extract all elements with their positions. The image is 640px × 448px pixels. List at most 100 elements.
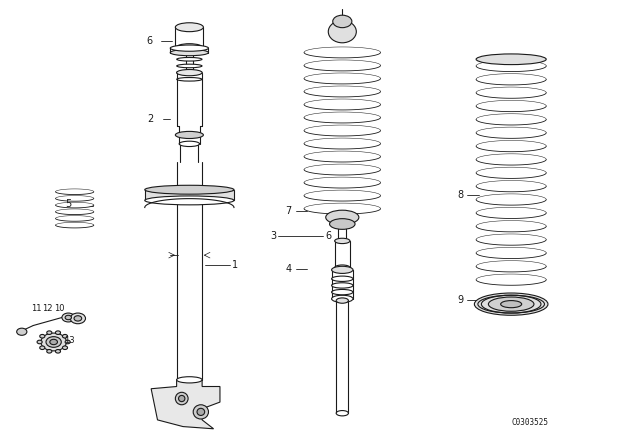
Ellipse shape	[175, 392, 188, 405]
Ellipse shape	[476, 261, 546, 272]
Ellipse shape	[56, 209, 94, 215]
Ellipse shape	[304, 60, 381, 71]
Text: 2: 2	[147, 114, 153, 125]
Ellipse shape	[56, 196, 94, 201]
Ellipse shape	[476, 87, 546, 98]
Ellipse shape	[332, 276, 353, 281]
Ellipse shape	[332, 289, 353, 295]
Text: 1: 1	[232, 260, 238, 270]
Ellipse shape	[476, 167, 546, 178]
Ellipse shape	[177, 51, 202, 54]
Ellipse shape	[335, 265, 350, 270]
Ellipse shape	[476, 234, 546, 245]
Text: 8: 8	[457, 190, 463, 200]
Ellipse shape	[304, 138, 381, 149]
Ellipse shape	[304, 112, 381, 123]
Ellipse shape	[476, 220, 546, 232]
Ellipse shape	[47, 331, 52, 335]
Text: 6: 6	[325, 232, 332, 241]
Ellipse shape	[304, 47, 381, 58]
Text: 4: 4	[285, 263, 291, 274]
Ellipse shape	[40, 346, 45, 349]
Ellipse shape	[41, 333, 67, 351]
Ellipse shape	[304, 99, 381, 110]
Ellipse shape	[476, 114, 546, 125]
Ellipse shape	[47, 349, 52, 353]
Ellipse shape	[56, 331, 61, 335]
Ellipse shape	[56, 222, 94, 228]
Ellipse shape	[476, 60, 546, 72]
Ellipse shape	[70, 313, 86, 324]
Text: 10: 10	[54, 304, 64, 313]
Ellipse shape	[62, 313, 75, 322]
Ellipse shape	[170, 49, 209, 56]
Ellipse shape	[46, 336, 61, 347]
Ellipse shape	[333, 15, 352, 28]
Ellipse shape	[74, 316, 82, 321]
Ellipse shape	[65, 315, 72, 320]
Ellipse shape	[50, 339, 58, 345]
Ellipse shape	[193, 405, 209, 419]
Text: 9: 9	[457, 295, 463, 305]
Ellipse shape	[197, 408, 205, 415]
Text: 13: 13	[64, 336, 74, 345]
Ellipse shape	[65, 340, 70, 344]
Ellipse shape	[488, 297, 534, 311]
Ellipse shape	[304, 73, 381, 84]
Ellipse shape	[170, 45, 209, 51]
Ellipse shape	[335, 238, 350, 244]
Ellipse shape	[177, 57, 202, 61]
Ellipse shape	[476, 154, 546, 165]
Ellipse shape	[330, 219, 355, 229]
Ellipse shape	[145, 185, 234, 194]
Text: 6: 6	[147, 36, 152, 47]
Ellipse shape	[17, 328, 27, 335]
Ellipse shape	[177, 69, 202, 76]
Ellipse shape	[175, 44, 204, 52]
Ellipse shape	[40, 335, 45, 338]
Ellipse shape	[304, 190, 381, 201]
Ellipse shape	[476, 194, 546, 205]
Ellipse shape	[56, 349, 61, 353]
Ellipse shape	[63, 335, 68, 338]
Ellipse shape	[326, 210, 359, 224]
Ellipse shape	[179, 396, 185, 402]
Ellipse shape	[328, 21, 356, 43]
Text: 3: 3	[271, 232, 276, 241]
Ellipse shape	[476, 181, 546, 192]
Text: C0303525: C0303525	[512, 418, 548, 426]
Ellipse shape	[332, 283, 353, 288]
Ellipse shape	[474, 293, 548, 315]
Ellipse shape	[332, 295, 353, 302]
Ellipse shape	[56, 215, 94, 221]
Text: 12: 12	[42, 304, 52, 313]
Ellipse shape	[476, 127, 546, 138]
Ellipse shape	[476, 73, 546, 85]
Text: 5: 5	[65, 199, 72, 209]
Ellipse shape	[476, 54, 546, 65]
Text: 11: 11	[31, 304, 41, 313]
Ellipse shape	[476, 274, 546, 285]
Ellipse shape	[177, 64, 202, 68]
Ellipse shape	[175, 131, 204, 138]
Ellipse shape	[476, 141, 546, 152]
Ellipse shape	[56, 189, 94, 194]
Ellipse shape	[304, 151, 381, 162]
Ellipse shape	[304, 125, 381, 136]
Ellipse shape	[177, 71, 202, 74]
Ellipse shape	[304, 164, 381, 175]
Ellipse shape	[336, 298, 348, 303]
Ellipse shape	[179, 141, 200, 146]
Ellipse shape	[37, 340, 42, 344]
Ellipse shape	[500, 301, 522, 308]
Ellipse shape	[177, 377, 202, 383]
Polygon shape	[151, 380, 220, 429]
Ellipse shape	[304, 177, 381, 188]
Ellipse shape	[336, 410, 348, 416]
Ellipse shape	[175, 23, 204, 32]
Ellipse shape	[63, 346, 68, 349]
Ellipse shape	[177, 78, 202, 81]
Ellipse shape	[304, 86, 381, 97]
Ellipse shape	[304, 203, 381, 214]
Ellipse shape	[476, 247, 546, 258]
